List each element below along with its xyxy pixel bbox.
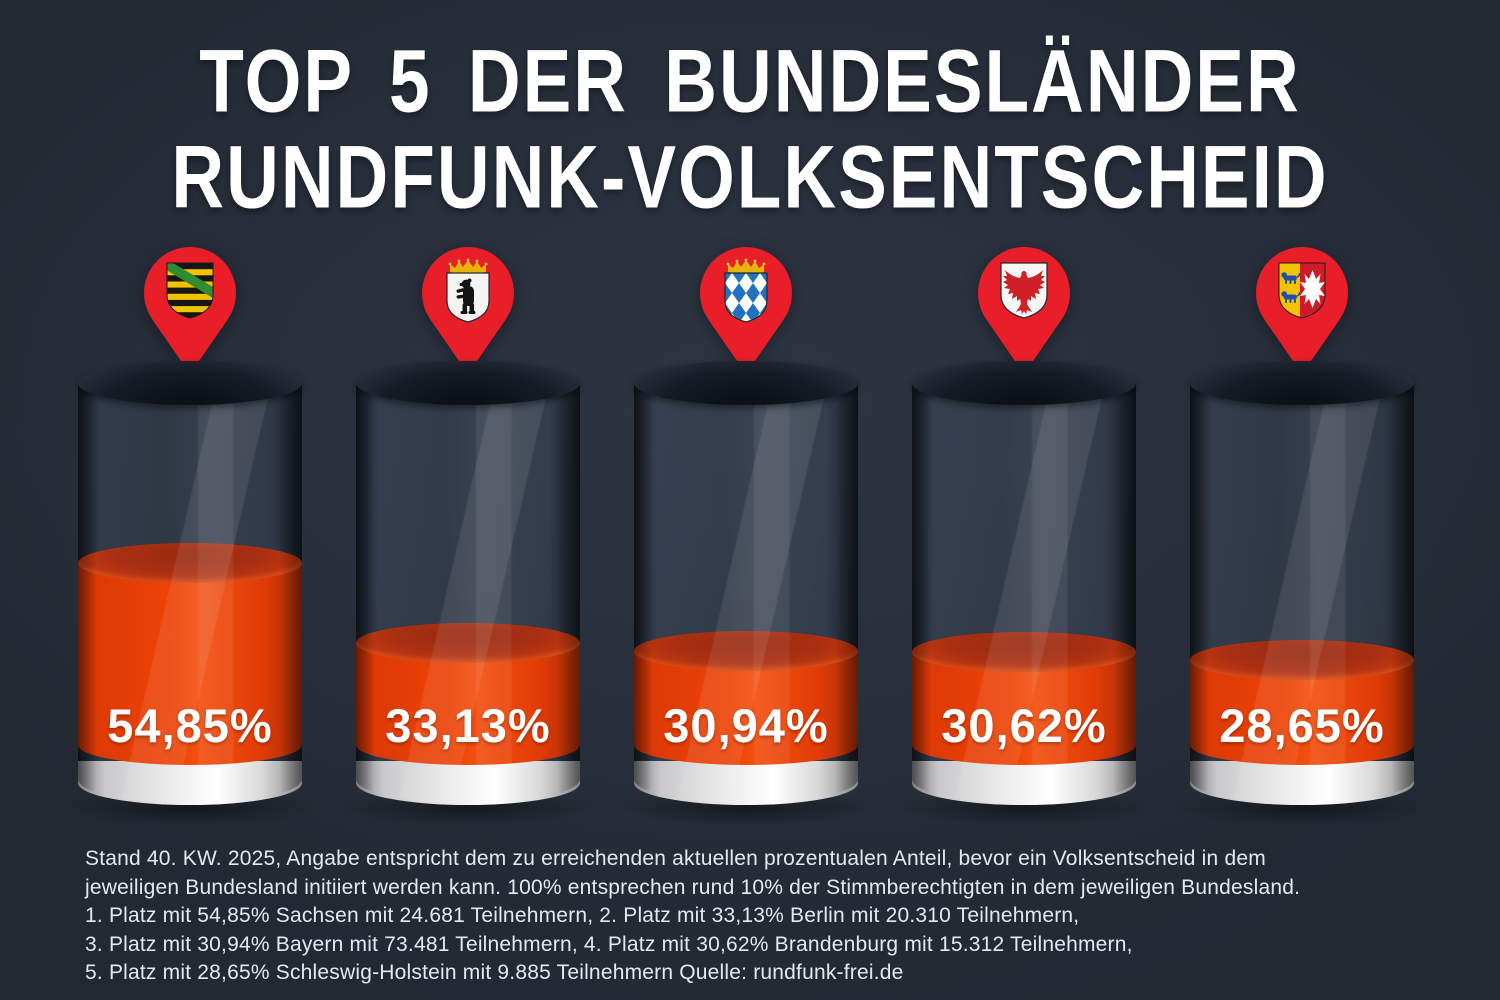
map-pin-icon [978, 247, 1070, 374]
footnote-line: Stand 40. KW. 2025, Angabe entspricht de… [85, 847, 1266, 870]
gauge-column-brandenburg: 30,62% [890, 247, 1158, 827]
cylinder-gauge: 28,65% [1190, 361, 1414, 811]
cylinder-top-cap [634, 361, 858, 405]
saxony-coat-of-arms [166, 262, 214, 319]
berlin-bear [456, 278, 476, 314]
footnote-line: jeweiligen Bundesland initiiert werden k… [85, 875, 1301, 899]
map-pin-brandenburg [971, 245, 1077, 375]
liquid-surface [912, 632, 1136, 673]
liquid-fill [356, 623, 580, 765]
bavaria-coat-of-arms [724, 258, 768, 323]
map-pin-icon [422, 247, 514, 374]
berlin-coat-of-arms [446, 258, 490, 323]
page-title: TOP 5 DER BUNDESLÄNDER RUNDFUNK-VOLKSENT… [0, 32, 1500, 227]
cylinder-gauge: 33,13% [356, 361, 580, 811]
gauge-column-sachsen: 54,85% [56, 247, 324, 827]
brandenburg-coat-of-arms [1000, 262, 1048, 319]
liquid-surface [634, 631, 858, 672]
cylinder-top-cap [356, 361, 580, 405]
cylinder-base [78, 761, 302, 805]
cylinder-gauge: 30,94% [634, 361, 858, 811]
liquid-surface [78, 543, 302, 584]
percentage-label: 33,13% [385, 699, 551, 752]
percentage-label: 28,65% [1219, 699, 1385, 752]
title-line-1: TOP 5 DER BUNDESLÄNDER [199, 31, 1301, 131]
gauge-column-schleswig-holstein: 28,65% [1168, 247, 1436, 827]
brandenburg-eagle [1003, 270, 1045, 314]
cylinder-top-cap [1190, 361, 1414, 405]
cylinder-base [912, 761, 1136, 805]
percentage-label: 30,94% [663, 699, 829, 752]
footnote-line: 5. Platz mit 28,65% Schleswig-Holstein m… [85, 961, 904, 984]
liquid-fill [1190, 639, 1414, 765]
footnote-line: 1. Platz mit 54,85% Sachsen mit 24.681 T… [85, 904, 1080, 927]
liquid-surface [356, 623, 580, 664]
schleswig-lions [1281, 272, 1301, 303]
map-pin-bayern [693, 245, 799, 375]
map-pin-sachsen [137, 245, 243, 375]
schleswig-holstein-coat-of-arms [1278, 262, 1326, 319]
liquid-surface [1190, 639, 1414, 680]
cylinder-gauge: 54,85% [78, 361, 302, 811]
gauge-column-berlin: 33,13% [334, 247, 602, 827]
title-line-2: RUNDFUNK-VOLKSENTSCHEID [171, 127, 1329, 227]
cylinder-base [356, 761, 580, 805]
cylinder-top-cap [78, 361, 302, 405]
cylinder-top-cap [912, 361, 1136, 405]
map-pin-icon [700, 247, 792, 374]
liquid-fill [634, 631, 858, 765]
holstein-nettle-leaf [1300, 270, 1325, 308]
cylinder-base [634, 761, 858, 805]
percentage-label: 30,62% [941, 699, 1107, 752]
map-pin-icon [144, 247, 236, 374]
cylinder-gauge: 30,62% [912, 361, 1136, 811]
cylinder-base [1190, 761, 1414, 805]
footnote-line: 3. Platz mit 30,94% Bayern mit 73.481 Te… [85, 932, 1133, 956]
percentage-label: 54,85% [107, 699, 273, 752]
liquid-fill [78, 543, 302, 765]
map-pin-schleswig-holstein [1249, 245, 1355, 375]
footnote: Stand 40. KW. 2025, Angabe entspricht de… [85, 845, 1445, 988]
map-pin-icon [1256, 247, 1348, 374]
map-pin-berlin [415, 245, 521, 375]
liquid-fill [912, 632, 1136, 765]
gauge-column-bayern: 30,94% [612, 247, 880, 827]
